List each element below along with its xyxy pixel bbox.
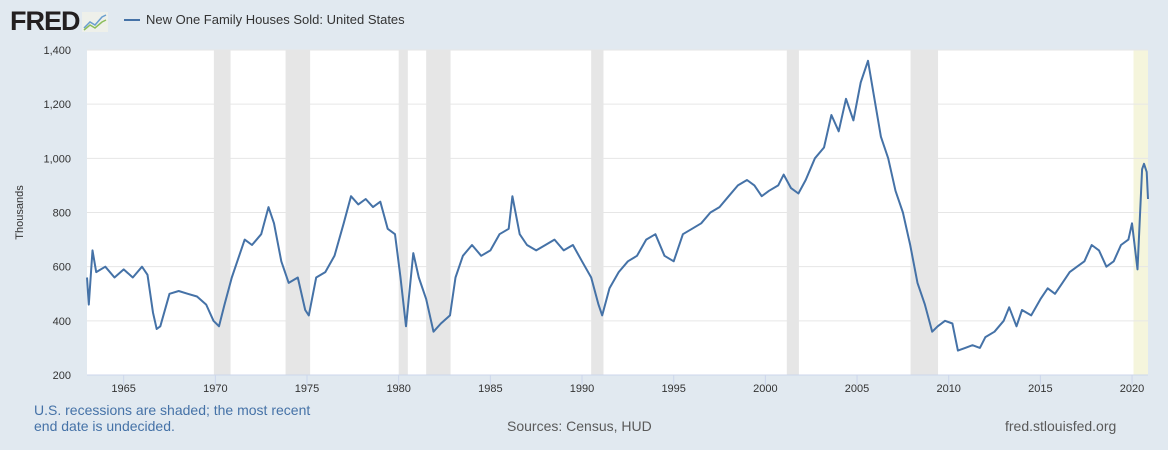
x-tick-label: 2000 bbox=[753, 383, 777, 395]
y-tick-label: 400 bbox=[53, 316, 71, 328]
legend-label: New One Family Houses Sold: United State… bbox=[146, 12, 405, 27]
x-tick-label: 1995 bbox=[661, 383, 685, 395]
fred-logo[interactable]: FRED bbox=[10, 6, 108, 37]
y-axis-label: Thousands bbox=[14, 185, 26, 240]
site-link[interactable]: fred.stlouisfed.org bbox=[1005, 418, 1117, 434]
y-tick-label: 1,400 bbox=[43, 45, 71, 57]
y-tick-label: 600 bbox=[53, 262, 71, 274]
x-tick-label: 1985 bbox=[478, 383, 502, 395]
y-tick-label: 200 bbox=[53, 370, 71, 382]
x-tick-label: 2015 bbox=[1028, 383, 1052, 395]
x-tick-label: 2005 bbox=[845, 383, 869, 395]
x-tick-label: 1965 bbox=[111, 383, 135, 395]
series-line bbox=[86, 59, 1149, 352]
x-tick-label: 2010 bbox=[936, 383, 960, 395]
y-tick-label: 1,200 bbox=[43, 99, 71, 111]
y-tick-label: 1,000 bbox=[43, 153, 71, 165]
recession-note: U.S. recessions are shaded; the most rec… bbox=[34, 402, 311, 434]
y-tick-label: 800 bbox=[53, 208, 71, 220]
x-tick-label: 1980 bbox=[386, 383, 410, 395]
x-tick-label: 2020 bbox=[1120, 383, 1144, 395]
legend-swatch bbox=[124, 18, 140, 21]
x-tick-label: 1970 bbox=[203, 383, 227, 395]
legend: New One Family Houses Sold: United State… bbox=[124, 12, 405, 27]
x-tick-label: 1975 bbox=[295, 383, 319, 395]
sources: Sources: Census, HUD bbox=[507, 418, 652, 434]
line-chart-icon bbox=[81, 12, 108, 32]
x-tick-label: 1990 bbox=[570, 383, 594, 395]
